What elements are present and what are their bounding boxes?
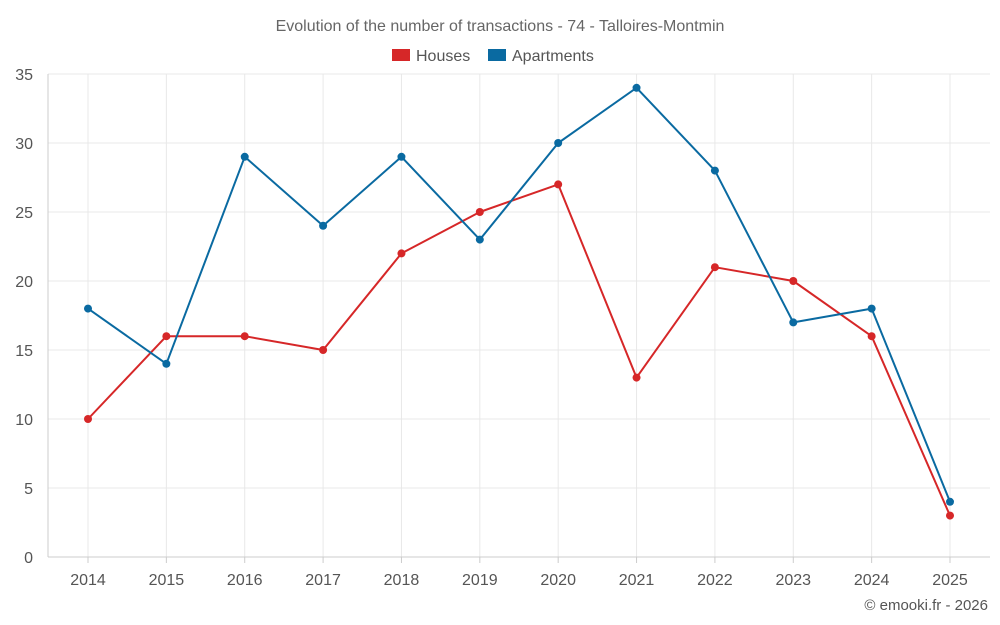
- legend-swatch-apartments: [488, 49, 506, 61]
- y-tick-label: 25: [15, 205, 33, 222]
- x-tick-label: 2014: [70, 572, 106, 589]
- legend-label-houses: Houses: [416, 48, 470, 65]
- credit-text: © emooki.fr - 2026: [864, 597, 988, 614]
- data-point-houses[interactable]: [710, 263, 719, 272]
- x-tick-label: 2019: [462, 572, 498, 589]
- legend-item-apartments[interactable]: Apartments: [488, 48, 594, 65]
- y-tick-label: 35: [15, 67, 33, 84]
- series-line-apartments: [87, 86, 951, 503]
- data-point-houses[interactable]: [475, 208, 484, 216]
- data-point-houses[interactable]: [867, 332, 876, 341]
- x-tick-label: 2024: [854, 572, 890, 589]
- x-tick-label: 2018: [384, 572, 420, 589]
- data-point-houses[interactable]: [162, 332, 171, 341]
- grid: [48, 73, 990, 558]
- series-apartments: [84, 83, 954, 506]
- y-tick-label: 0: [24, 550, 33, 567]
- data-point-houses[interactable]: [319, 346, 328, 354]
- data-point-houses[interactable]: [946, 511, 954, 520]
- data-point-apartments[interactable]: [475, 235, 484, 244]
- legend-item-houses[interactable]: Houses: [392, 48, 470, 65]
- y-tick-label: 15: [15, 343, 33, 360]
- x-tick-label: 2015: [149, 572, 185, 589]
- x-tick-label: 2025: [932, 572, 968, 589]
- data-point-apartments[interactable]: [946, 497, 954, 506]
- series-line-houses: [87, 183, 951, 517]
- data-point-apartments[interactable]: [397, 152, 406, 161]
- legend-label-apartments: Apartments: [512, 48, 594, 65]
- data-point-houses[interactable]: [240, 332, 249, 341]
- legend: Houses Apartments: [392, 48, 594, 65]
- x-tick-label: 2023: [775, 572, 811, 589]
- data-point-apartments[interactable]: [162, 359, 171, 368]
- data-point-houses[interactable]: [554, 180, 563, 189]
- legend-swatch-houses: [392, 49, 410, 61]
- y-tick-label: 10: [15, 412, 33, 429]
- y-tick-label: 30: [15, 136, 33, 153]
- data-point-apartments[interactable]: [240, 152, 249, 161]
- data-point-houses[interactable]: [397, 249, 406, 258]
- series: [84, 83, 954, 520]
- data-point-houses[interactable]: [789, 277, 798, 285]
- data-point-apartments[interactable]: [867, 304, 876, 313]
- data-point-apartments[interactable]: [789, 318, 798, 327]
- data-point-apartments[interactable]: [319, 221, 328, 230]
- y-tick-label: 20: [15, 274, 33, 291]
- data-point-apartments[interactable]: [554, 139, 563, 147]
- x-tick-label: 2017: [305, 572, 341, 589]
- x-tick-label: 2016: [227, 572, 263, 589]
- x-tick-label: 2020: [540, 572, 576, 589]
- data-point-houses[interactable]: [632, 373, 641, 382]
- y-tick-label: 5: [24, 481, 33, 498]
- data-point-apartments[interactable]: [710, 166, 719, 175]
- series-houses: [84, 180, 954, 520]
- data-point-apartments[interactable]: [84, 304, 92, 313]
- x-tick-label: 2022: [697, 572, 733, 589]
- data-point-apartments[interactable]: [632, 83, 641, 92]
- chart-title: Evolution of the number of transactions …: [276, 18, 725, 35]
- x-tick-label: 2021: [619, 572, 655, 589]
- data-point-houses[interactable]: [84, 415, 92, 423]
